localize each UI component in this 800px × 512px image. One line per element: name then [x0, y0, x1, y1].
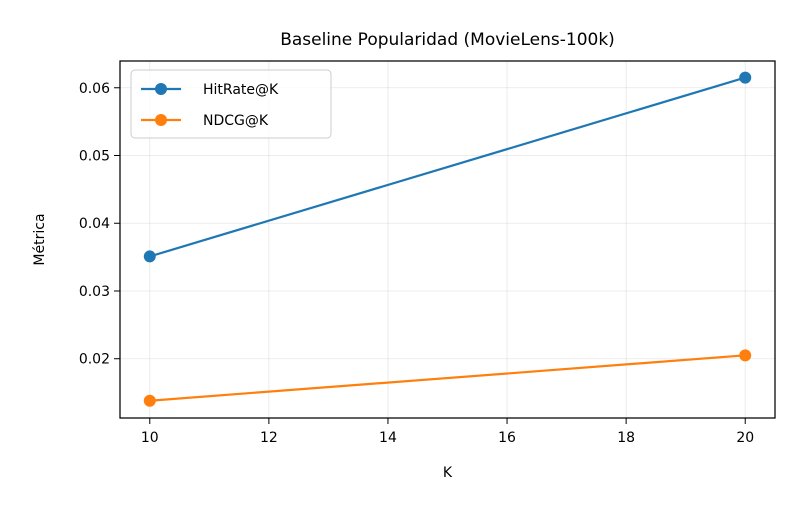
series-point-1-0: [143, 394, 156, 407]
chart-title: Baseline Popularidad (MovieLens-100k): [280, 30, 615, 50]
x-tick-label-5: 20: [736, 430, 754, 446]
series-line-0: [148, 76, 747, 258]
series-line-1: [148, 354, 747, 402]
series-point-0-0: [143, 250, 156, 263]
legend: HitRate@K NDCG@K: [130, 69, 332, 139]
x-tick-label-4: 18: [617, 430, 635, 446]
y-tick-label-3: 0.05: [79, 149, 110, 165]
y-axis-label: Métrica: [32, 213, 48, 265]
y-tick-label-1: 0.03: [79, 284, 110, 300]
x-tick-label-2: 14: [379, 430, 397, 446]
y-tick-label-2: 0.04: [79, 216, 110, 232]
legend-marker-0: [155, 83, 167, 95]
plot-border: [119, 60, 776, 419]
legend-label-1: NDCG@K: [203, 113, 269, 129]
series-point-1-1: [739, 349, 752, 362]
axis-layer: 10 12 14 16 18 20 0.02 0.03 0.04 0.05 0.06: [79, 60, 776, 446]
legend-marker-1: [155, 114, 167, 126]
y-tick-label-4: 0.06: [79, 81, 110, 97]
x-tick-label-1: 12: [260, 430, 278, 446]
y-tick-label-0: 0.02: [79, 352, 110, 368]
grid-layer: [120, 61, 775, 418]
series-point-0-1: [739, 71, 752, 84]
x-axis-label: K: [443, 465, 453, 481]
x-tick-label-0: 10: [141, 430, 159, 446]
legend-label-0: HitRate@K: [203, 82, 279, 98]
x-tick-label-3: 16: [498, 430, 516, 446]
series-layer: [143, 71, 752, 407]
